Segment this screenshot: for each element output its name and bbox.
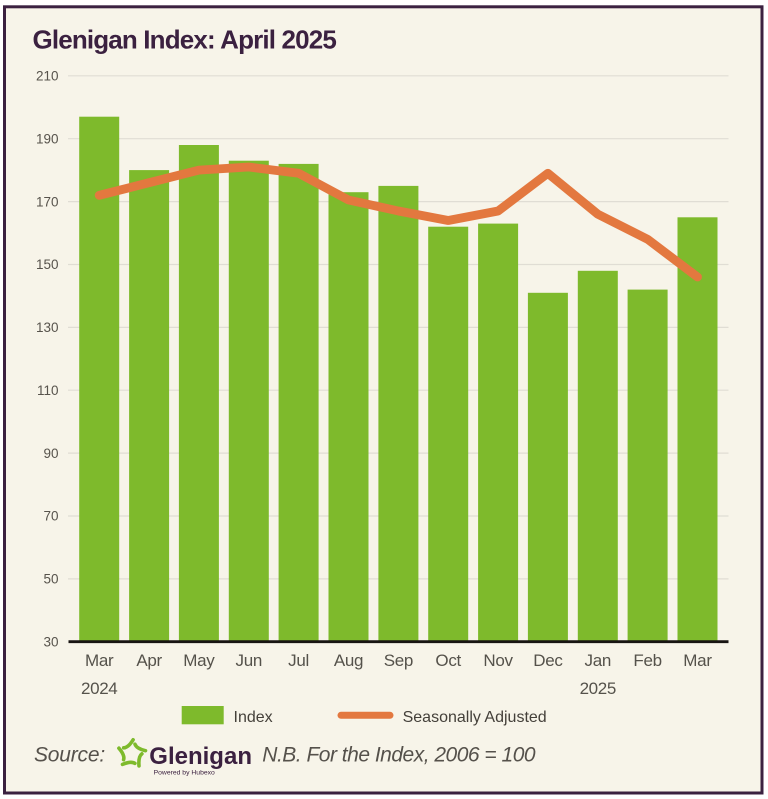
svg-text:110: 110 xyxy=(37,383,59,398)
svg-text:Glenigan Index: April 2025: Glenigan Index: April 2025 xyxy=(33,25,337,55)
svg-text:Jul: Jul xyxy=(288,651,309,670)
svg-text:Nov: Nov xyxy=(483,651,513,670)
svg-text:190: 190 xyxy=(36,131,59,146)
svg-text:50: 50 xyxy=(43,572,58,587)
svg-text:Index: Index xyxy=(234,709,273,726)
svg-text:70: 70 xyxy=(43,509,58,524)
svg-text:Aug: Aug xyxy=(334,651,363,670)
svg-text:Oct: Oct xyxy=(435,651,461,670)
svg-text:Powered by Hubexo: Powered by Hubexo xyxy=(154,770,215,777)
svg-text:Jan: Jan xyxy=(585,651,612,670)
svg-text:N.B. For the Index, 2006 = 100: N.B. For the Index, 2006 = 100 xyxy=(262,743,536,766)
svg-text:Mar: Mar xyxy=(85,651,114,670)
svg-text:90: 90 xyxy=(43,446,58,461)
svg-text:Source:: Source: xyxy=(34,743,105,766)
svg-text:210: 210 xyxy=(36,69,59,84)
svg-text:170: 170 xyxy=(36,194,59,209)
svg-text:150: 150 xyxy=(36,257,59,272)
svg-text:Apr: Apr xyxy=(136,651,162,670)
svg-text:Glenigan: Glenigan xyxy=(149,743,252,770)
svg-text:Feb: Feb xyxy=(633,651,661,670)
svg-text:30: 30 xyxy=(43,635,58,650)
svg-text:May: May xyxy=(183,651,215,670)
svg-text:2024: 2024 xyxy=(81,679,117,698)
svg-text:Seasonally Adjusted: Seasonally Adjusted xyxy=(403,709,547,726)
svg-text:2025: 2025 xyxy=(580,679,616,698)
svg-text:Mar: Mar xyxy=(683,651,712,670)
svg-text:Dec: Dec xyxy=(533,651,563,670)
svg-text:Jun: Jun xyxy=(236,651,263,670)
svg-text:Sep: Sep xyxy=(384,651,413,670)
svg-text:130: 130 xyxy=(36,320,59,335)
